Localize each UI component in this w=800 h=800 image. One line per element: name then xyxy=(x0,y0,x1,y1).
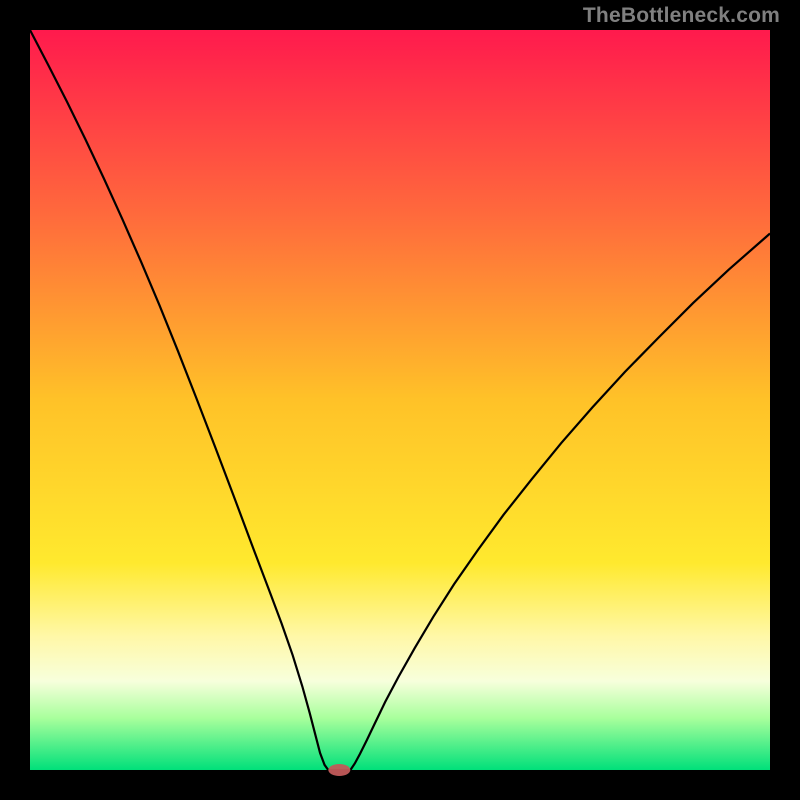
plot-background xyxy=(30,30,770,770)
bottleneck-marker xyxy=(328,764,350,776)
bottleneck-curve-chart xyxy=(0,0,800,800)
watermark-text: TheBottleneck.com xyxy=(583,4,780,28)
chart-container: TheBottleneck.com xyxy=(0,0,800,800)
